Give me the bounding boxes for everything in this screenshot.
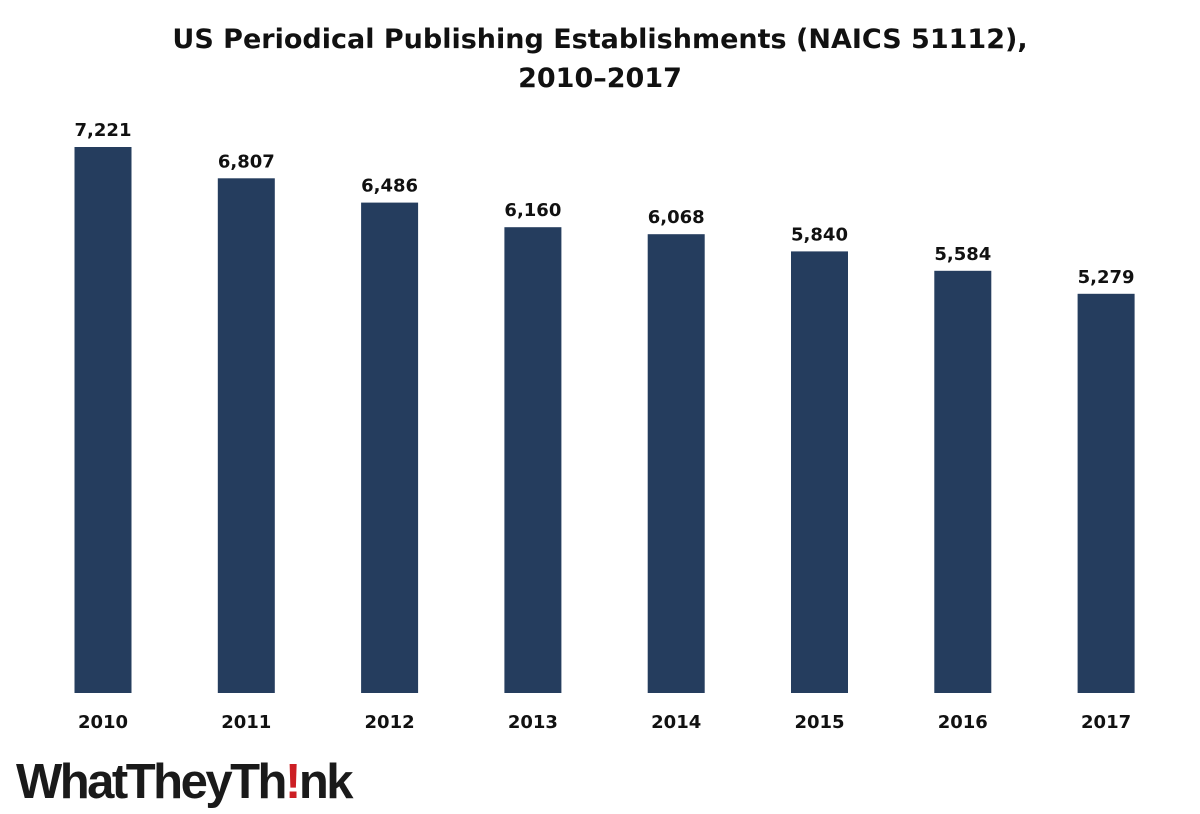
chart-title-line-1: US Periodical Publishing Establishments … (172, 24, 1028, 55)
bar-2010 (74, 147, 132, 693)
data-label-2016: 5,584 (934, 244, 991, 265)
x-tick-label-2017: 2017 (1081, 712, 1131, 733)
data-label-2011: 6,807 (218, 151, 275, 172)
chart-title-line-2: 2010–2017 (518, 63, 682, 94)
bar-2015 (791, 251, 848, 693)
x-tick-label-2011: 2011 (221, 712, 271, 733)
logo-text-part-2: nk (298, 755, 354, 809)
bar-2013 (504, 227, 562, 693)
bar-2016 (934, 270, 992, 693)
data-label-2013: 6,160 (504, 200, 561, 221)
bar-2012 (361, 202, 419, 693)
x-tick-label-2015: 2015 (794, 712, 844, 733)
data-label-2014: 6,068 (648, 207, 705, 228)
x-tick-label-2010: 2010 (78, 712, 128, 733)
data-label-2012: 6,486 (361, 176, 418, 197)
logo-text-part-1: WhatTheyTh (16, 755, 287, 809)
logo-exclamation: ! (284, 755, 301, 809)
x-tick-label-2013: 2013 (508, 712, 558, 733)
x-tick-label-2012: 2012 (365, 712, 415, 733)
bar-2014 (647, 234, 705, 693)
data-label-2010: 7,221 (75, 120, 132, 141)
bar-2011 (217, 178, 275, 694)
data-label-2017: 5,279 (1078, 267, 1135, 288)
x-tick-label-2014: 2014 (651, 712, 701, 733)
bar-2017 (1077, 293, 1135, 693)
data-label-2015: 5,840 (791, 224, 848, 245)
chart-title: US Periodical Publishing Establishments … (0, 20, 1200, 98)
whattheythink-logo: WhatTheyTh!nk (16, 752, 354, 812)
x-tick-label-2016: 2016 (938, 712, 988, 733)
